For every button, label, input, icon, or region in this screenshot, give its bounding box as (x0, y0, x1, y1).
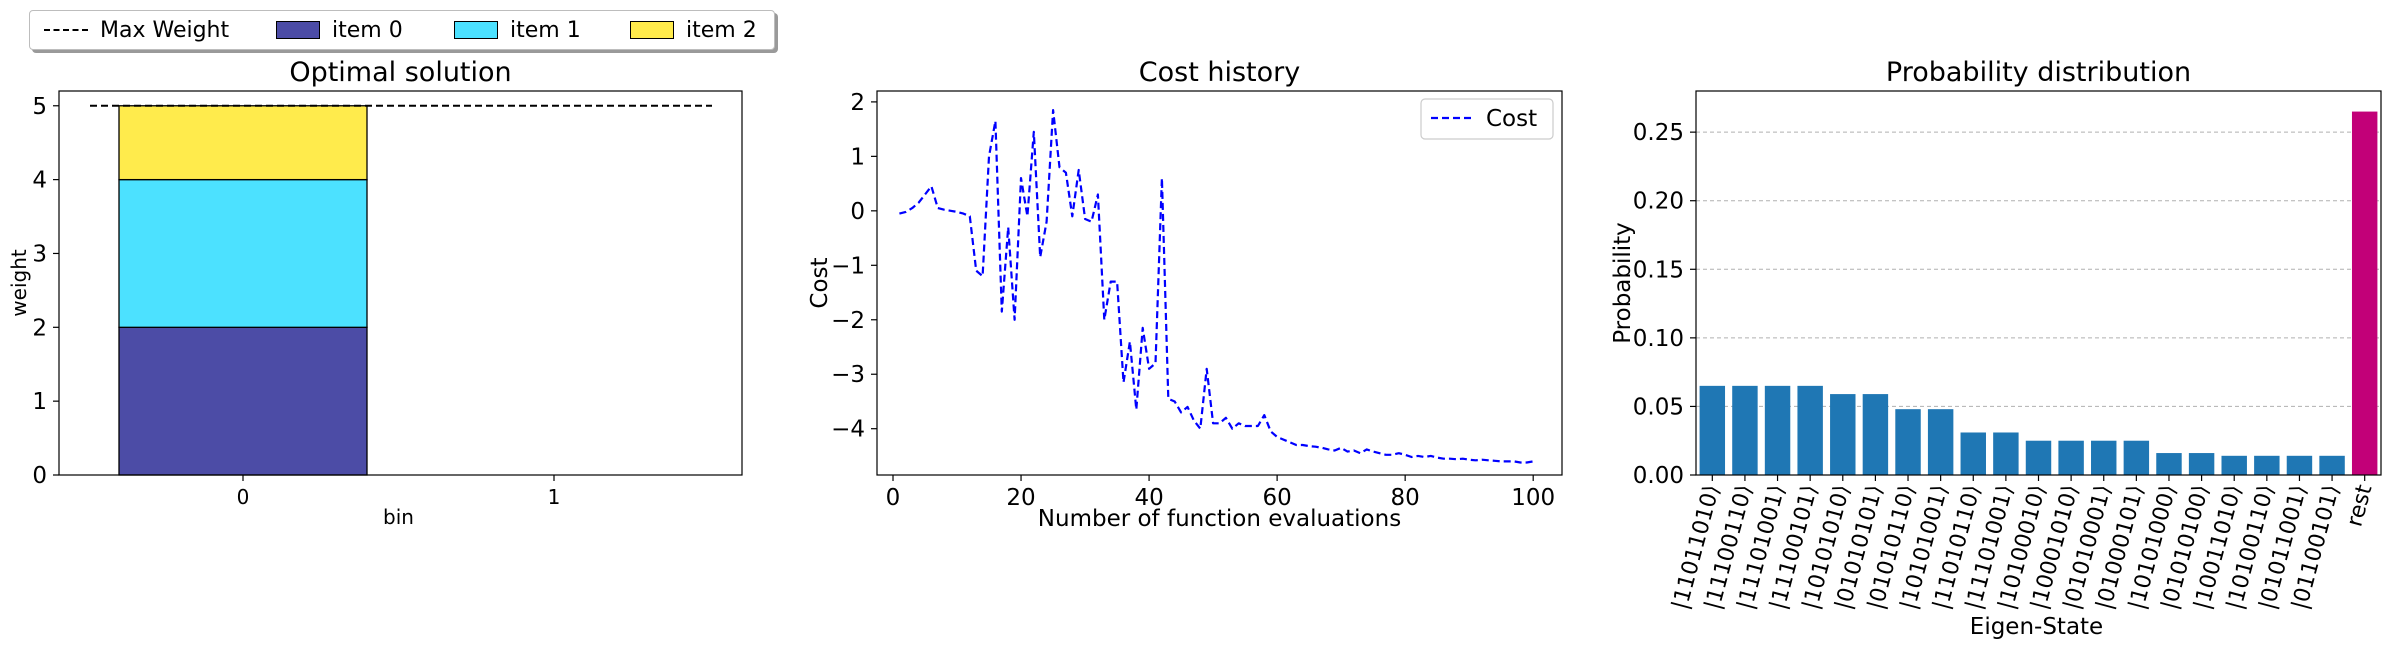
bar-eigenstate (2286, 455, 2313, 475)
legend-box (1420, 98, 1554, 140)
bar-eigenstate (1830, 394, 1856, 475)
axes-frame (876, 90, 1563, 476)
y-tick-label: −1 (831, 253, 865, 279)
legend-label: item 2 (686, 17, 757, 43)
dashed-line-swatch (44, 29, 88, 31)
y-tick-label: 1 (32, 389, 47, 415)
bar-item-1-bin-0 (118, 178, 368, 328)
color-swatch (454, 21, 498, 39)
bar-eigenstate (2025, 440, 2052, 475)
x-tick-label: 80 (1391, 485, 1420, 511)
x-tick-label: 1 (548, 485, 561, 509)
y-tick-label: −2 (831, 308, 865, 334)
y-tick-label: 3 (32, 241, 47, 267)
y-tick-label: 0.15 (1633, 257, 1684, 283)
y-tick-label: 0 (850, 199, 865, 225)
x-tick-label: 60 (1262, 485, 1291, 511)
legend-label: item 0 (332, 17, 403, 43)
y-tick-label: −3 (831, 362, 865, 388)
legend-entry-item-1: item 1 (454, 11, 581, 49)
legend-label: Cost (1486, 106, 1537, 132)
bar-rest (2351, 111, 2378, 476)
bar-eigenstate (2254, 455, 2280, 475)
y-tick-label: 2 (32, 315, 47, 341)
legend: Max Weight item 0 item 1 item 2 (29, 10, 775, 50)
x-tick-label: 40 (1134, 485, 1163, 511)
y-tick-label: 0 (32, 463, 47, 489)
x-tick-label: 0 (237, 485, 250, 509)
bar-eigenstate (2156, 453, 2182, 475)
bar-eigenstate (1862, 394, 1889, 475)
x-axis-label: Eigen-State (1970, 614, 2103, 640)
color-swatch (630, 21, 674, 39)
legend-entry-max-weight: Max Weight (44, 11, 229, 49)
x-tick-label: 100 (1511, 485, 1555, 511)
bar-eigenstate (2188, 453, 2215, 475)
optimal-solution-panel: Optimal solution 0 1 2 3 4 5 0 1 bin weight (7, 57, 743, 529)
y-axis-label: Probability (1610, 222, 1636, 344)
axes-frame (58, 90, 743, 476)
y-tick-label: 1 (850, 144, 865, 170)
bar-eigenstate (1699, 385, 1726, 475)
bar-eigenstate (2091, 440, 2117, 475)
bar-eigenstate (2058, 440, 2084, 475)
legend-label: Max Weight (100, 17, 230, 43)
bar-eigenstate (1895, 409, 1921, 475)
x-axis-label: bin (383, 505, 414, 529)
legend-entry-item-0: item 0 (276, 11, 403, 49)
x-tick-label: rest (2342, 482, 2377, 530)
x-tick-label: 0 (886, 485, 901, 511)
legend-label: item 1 (510, 17, 581, 43)
bar-eigenstate (1764, 385, 1791, 475)
bar-item-0-bin-0 (118, 326, 368, 476)
bar-eigenstate (2319, 455, 2345, 475)
bar-eigenstate (2123, 440, 2150, 475)
y-axis-label: Cost (807, 257, 833, 308)
x-axis-label: Number of function evaluations (1038, 506, 1401, 532)
legend-entry-item-2: item 2 (630, 11, 757, 49)
y-tick-label: −4 (831, 417, 865, 443)
y-tick-label: 0.20 (1633, 189, 1684, 215)
y-axis-label: weight (7, 249, 31, 317)
y-tick-label: 0.10 (1633, 326, 1684, 352)
y-tick-label: 0.05 (1633, 394, 1684, 420)
chart-title: Cost history (1139, 57, 1300, 88)
bar-eigenstate (1732, 385, 1758, 475)
y-tick-label: 0.25 (1633, 120, 1684, 146)
x-tick-label: 20 (1006, 485, 1035, 511)
y-tick-label: 0.00 (1633, 463, 1684, 489)
bar-eigenstate (1993, 432, 2019, 475)
color-swatch (276, 21, 320, 39)
cost-history-panel: Cost history 0 20 40 60 80 100 2 1 0 −1 −2 −3 −4 Numbe… (807, 57, 1563, 532)
chart-title: Optimal solution (289, 57, 511, 88)
y-tick-label: 5 (32, 94, 47, 120)
y-tick-label: 4 (32, 168, 47, 194)
probability-distribution-panel: Probability distribution 0.00 0.05 0.10 0.15… (1610, 57, 2382, 640)
chart-title: Probability distribution (1886, 57, 2191, 88)
y-tick-label: 2 (850, 90, 865, 116)
bar-eigenstate (1960, 432, 1986, 475)
bar-eigenstate (1797, 385, 1823, 475)
bar-eigenstate (1927, 409, 1954, 475)
cost-series-line (899, 108, 1534, 464)
bar-item-2-bin-0 (118, 105, 368, 181)
bar-eigenstate (2221, 455, 2247, 475)
